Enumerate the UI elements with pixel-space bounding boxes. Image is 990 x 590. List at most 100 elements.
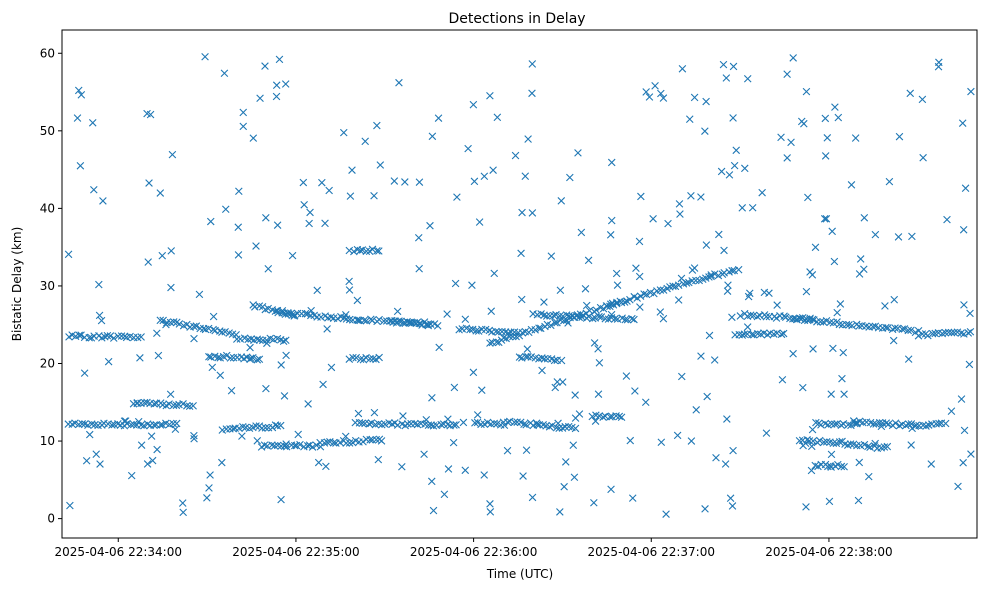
data-point [221,327,229,336]
data-point [264,265,273,273]
data-point [221,205,230,214]
data-point [171,425,180,434]
data-point [833,420,841,428]
data-point [584,256,593,265]
data-point [728,502,737,510]
data-point [562,311,571,319]
data-point [657,89,665,98]
data-point [253,355,262,364]
data-point [424,320,432,329]
data-point [871,230,880,239]
data-point [554,419,562,428]
data-point [813,317,821,326]
data-point [743,74,752,83]
data-point [393,307,402,316]
data-point [880,443,889,451]
data-point [612,299,621,308]
data-point [358,419,367,428]
data-point [435,343,443,352]
data-point [960,330,968,338]
data-point [918,330,927,338]
data-point [922,422,930,430]
data-point [312,441,321,450]
data-point [729,114,737,122]
data-point [486,500,494,508]
data-point [73,114,82,122]
data-point [106,332,115,340]
data-point [75,331,84,340]
data-point [296,440,304,449]
data-point [904,420,913,428]
data-point [812,418,820,427]
data-point [738,204,747,212]
data-point [656,286,665,294]
data-point [486,91,494,100]
x-tick-label: 2025-04-06 22:37:00 [588,545,715,559]
data-point [480,172,489,181]
data-point [533,420,542,429]
data-point [88,119,97,127]
data-point [575,313,584,322]
data-point [148,456,157,465]
data-point [375,247,383,255]
data-point [314,458,323,467]
data-point [395,78,403,87]
data-point [136,354,144,362]
data-point [354,409,363,418]
data-point [799,383,807,392]
data-point [566,173,574,182]
data-point [353,296,362,305]
data-point [846,440,855,448]
data-point [420,450,428,459]
data-point [195,290,204,299]
data-point [156,316,165,325]
data-point [327,313,335,321]
data-point [370,408,379,417]
data-point [473,418,482,427]
data-point [74,86,83,95]
data-point [209,312,218,321]
data-point [305,219,313,228]
data-point [183,402,191,410]
data-point [881,302,889,310]
data-point [284,310,293,318]
data-point [890,295,899,304]
data-point [277,495,285,504]
data-point [773,329,781,337]
data-point [702,97,710,106]
data-point [712,453,720,462]
y-tick-label: 0 [47,512,55,526]
data-point [415,178,424,186]
data-point [836,300,845,308]
data-point [553,318,561,327]
data-point [509,332,517,341]
data-point [258,424,266,432]
data-point [201,52,209,61]
data-point [518,208,526,217]
data-point [907,326,915,335]
data-point [613,315,622,323]
data-point [538,366,546,375]
data-point [378,420,386,429]
data-point [416,319,425,328]
data-point [226,354,235,362]
data-point [325,186,333,195]
data-point [167,247,176,255]
data-point [556,508,564,516]
data-point [865,472,873,481]
data-point [607,485,615,494]
data-point [453,193,461,201]
data-point [838,374,846,383]
data-point [617,413,626,422]
data-point [553,378,562,386]
data-point [480,471,489,479]
data-point [821,152,830,160]
data-point [239,423,247,431]
data-point [740,164,749,173]
data-point [172,419,181,428]
data-point [234,223,243,232]
y-tick-label: 50 [40,124,55,138]
data-point [927,460,936,468]
data-point [134,417,143,426]
data-point [415,264,423,273]
